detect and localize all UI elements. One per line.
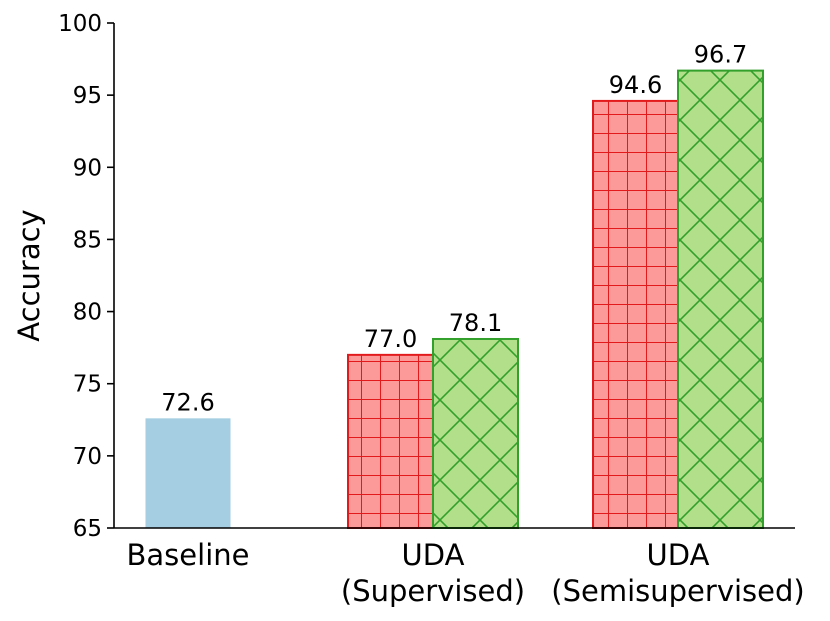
y-tick-label: 75	[73, 372, 102, 398]
y-tick-label: 80	[73, 300, 102, 326]
bar-96.7	[677, 69, 764, 529]
bar-78.1	[432, 337, 519, 529]
y-tick-label: 95	[73, 83, 102, 109]
axes-group	[113, 23, 795, 529]
y-tick-label: 85	[73, 227, 102, 253]
bar-77.0	[347, 353, 434, 529]
y-tick-label: 70	[73, 444, 102, 470]
y-axis-title: Accuracy	[12, 209, 46, 341]
bar-value-label: 77.0	[364, 325, 417, 353]
bar-value-label: 94.6	[609, 71, 662, 99]
y-ticks-group: 65 70 75 80 85 90 95 100	[58, 11, 114, 542]
x-category-label: (Supervised)	[341, 574, 525, 608]
x-category-label: Baseline	[127, 538, 250, 572]
x-category-label: UDA	[647, 538, 710, 572]
bar-value-label: 78.1	[449, 309, 502, 337]
x-category-labels: Baseline UDA(Supervised)UDA(Semisupervise…	[127, 538, 805, 608]
y-tick-label: 100	[58, 11, 102, 37]
x-category-label: (Semisupervised)	[551, 574, 804, 608]
x-category-label: UDA	[402, 538, 465, 572]
bar-labels-group: 72.6 77.0 78.1 94.6 96.7	[161, 41, 747, 417]
y-tick-label: 90	[73, 155, 102, 181]
bars-group	[145, 69, 764, 530]
y-tick-label: 65	[73, 516, 102, 542]
bar-value-label: 72.6	[161, 388, 214, 416]
bar-94.6	[592, 99, 679, 530]
bar-72.6	[145, 418, 231, 528]
bar-value-label: 96.7	[694, 41, 747, 69]
